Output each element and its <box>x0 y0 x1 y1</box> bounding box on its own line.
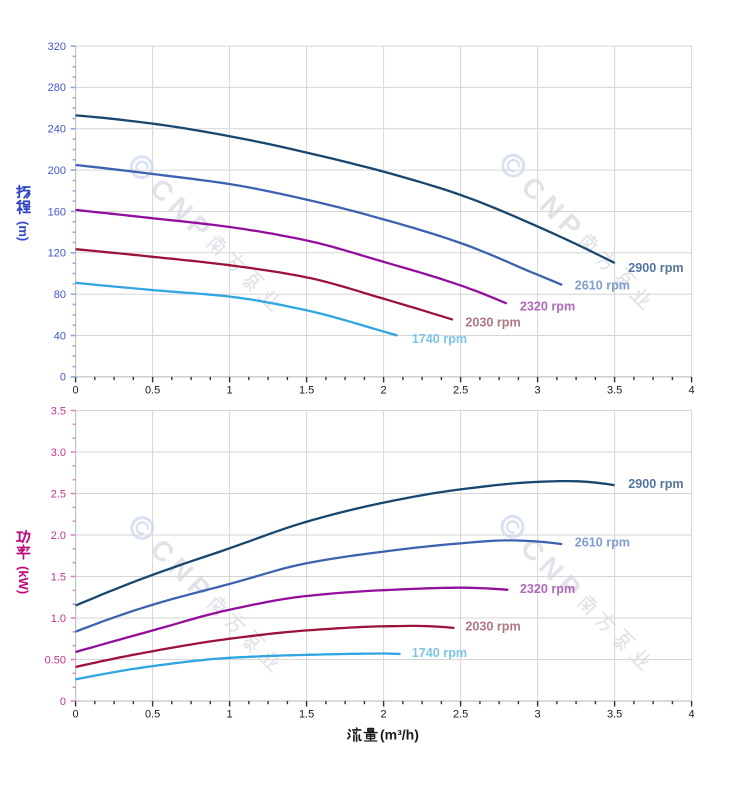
svg-text:(m³/h): (m³/h) <box>380 727 419 743</box>
svg-text:1.5: 1.5 <box>299 709 314 721</box>
svg-text:0.50: 0.50 <box>45 654 66 666</box>
svg-text:3.5: 3.5 <box>607 709 622 721</box>
svg-text:(m): (m) <box>16 221 31 241</box>
svg-text:0.5: 0.5 <box>145 384 160 396</box>
svg-text:(kW): (kW) <box>16 566 31 594</box>
svg-text:2.0: 2.0 <box>51 530 66 542</box>
svg-text:3.5: 3.5 <box>607 384 622 396</box>
svg-text:1.0: 1.0 <box>51 613 66 625</box>
svg-text:2610 rpm: 2610 rpm <box>575 536 630 550</box>
svg-text:160: 160 <box>48 206 66 218</box>
svg-text:3.0: 3.0 <box>51 447 66 459</box>
svg-text:0: 0 <box>60 372 66 384</box>
svg-text:240: 240 <box>48 124 66 136</box>
svg-text:40: 40 <box>54 330 66 342</box>
svg-text:1: 1 <box>227 384 233 396</box>
svg-text:1.5: 1.5 <box>51 571 66 583</box>
svg-text:80: 80 <box>54 289 66 301</box>
svg-text:1740 rpm: 1740 rpm <box>412 646 467 660</box>
svg-text:4: 4 <box>689 384 695 396</box>
svg-text:2030 rpm: 2030 rpm <box>465 316 520 330</box>
svg-text:0: 0 <box>60 696 66 708</box>
svg-text:2610 rpm: 2610 rpm <box>575 279 630 293</box>
svg-text:0: 0 <box>73 384 79 396</box>
svg-text:0.5: 0.5 <box>145 709 160 721</box>
svg-text:3: 3 <box>535 384 541 396</box>
svg-text:120: 120 <box>48 248 66 260</box>
svg-text:2: 2 <box>381 709 387 721</box>
svg-text:1: 1 <box>227 709 233 721</box>
svg-text:2320 rpm: 2320 rpm <box>520 582 575 596</box>
svg-text:3: 3 <box>535 709 541 721</box>
svg-text:1.5: 1.5 <box>299 384 314 396</box>
svg-text:1740 rpm: 1740 rpm <box>412 332 467 346</box>
svg-text:2.5: 2.5 <box>453 384 468 396</box>
svg-text:320: 320 <box>48 41 66 53</box>
svg-text:2900 rpm: 2900 rpm <box>628 261 683 275</box>
svg-text:2900 rpm: 2900 rpm <box>628 477 683 491</box>
svg-text:2.5: 2.5 <box>51 488 66 500</box>
svg-text:2: 2 <box>381 384 387 396</box>
svg-text:4: 4 <box>689 709 695 721</box>
svg-text:200: 200 <box>48 165 66 177</box>
svg-text:3.5: 3.5 <box>51 405 66 417</box>
svg-text:280: 280 <box>48 82 66 94</box>
svg-text:2030 rpm: 2030 rpm <box>465 619 520 633</box>
svg-text:2320 rpm: 2320 rpm <box>520 300 575 314</box>
svg-text:0: 0 <box>73 709 79 721</box>
svg-text:2.5: 2.5 <box>453 709 468 721</box>
